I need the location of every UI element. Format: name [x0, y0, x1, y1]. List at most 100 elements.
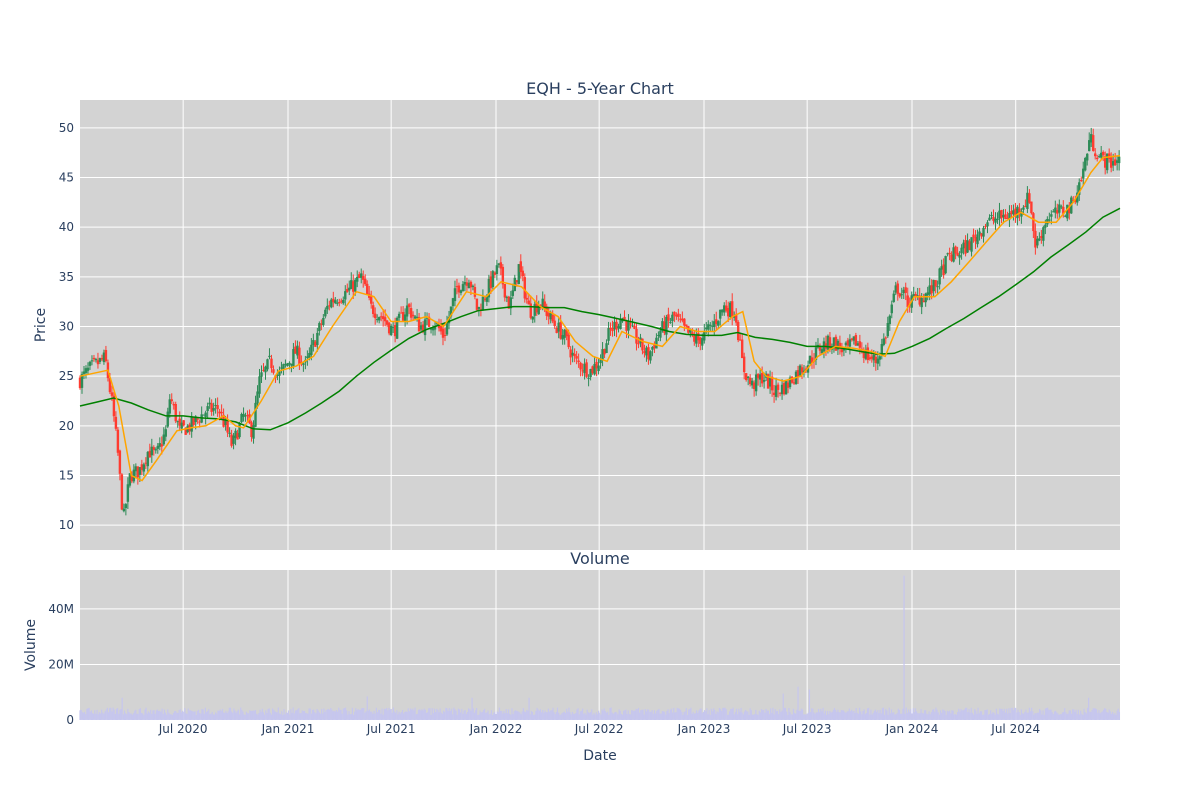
volume-bar [212, 714, 214, 720]
candle-up [491, 271, 495, 288]
volume-bar [458, 709, 461, 720]
volume-bar [151, 713, 153, 720]
candle-down [493, 272, 497, 275]
volume-bar [574, 713, 576, 720]
volume-bar [1078, 714, 1081, 720]
volume-bar [278, 713, 281, 720]
candle-down [828, 337, 832, 349]
volume-bar [864, 714, 866, 720]
volume-bar [711, 711, 714, 720]
x-tick-label: Jul 2020 [158, 722, 208, 736]
volume-bar [284, 714, 286, 720]
volume-bar [442, 710, 445, 720]
candle-down [1074, 199, 1077, 203]
volume-bar [126, 714, 128, 720]
candle-up [296, 345, 299, 356]
volume-bar [966, 707, 968, 720]
candle-down [675, 314, 678, 317]
candle-down [834, 336, 838, 351]
volume-bar [331, 709, 333, 720]
candle-down [948, 252, 951, 255]
candle-up [848, 339, 852, 347]
volume-bar [427, 712, 429, 720]
volume-bar [799, 711, 801, 720]
volume-bar [835, 709, 837, 720]
candle-down [810, 357, 814, 363]
volume-bar [992, 711, 994, 720]
volume-bar [964, 707, 967, 720]
volume-bar [123, 710, 126, 720]
volume-bar [405, 711, 407, 720]
volume-y-tick-label: 0 [66, 713, 74, 727]
volume-bar [432, 713, 434, 720]
volume-bar [1097, 712, 1099, 720]
candle-down [742, 356, 746, 373]
volume-bar [370, 711, 372, 720]
candle-down [92, 357, 96, 360]
volume-bar [283, 709, 285, 720]
volume-bar [910, 709, 912, 720]
volume-bar [299, 713, 301, 720]
volume-y-tick-label: 20M [48, 657, 74, 671]
candle-down [1092, 135, 1095, 151]
volume-bar [723, 707, 725, 720]
volume-bar [674, 712, 676, 720]
volume-bar [351, 707, 353, 720]
volume-bar [469, 709, 471, 720]
volume-bar [792, 708, 795, 720]
volume-bar [300, 713, 302, 720]
price-chart-title: EQH - 5-Year Chart [526, 79, 674, 98]
volume-bar [233, 708, 235, 720]
volume-bar [881, 708, 883, 720]
volume-bar [456, 714, 458, 720]
volume-bar [249, 710, 251, 720]
candle-down [519, 261, 522, 273]
candle-up [459, 290, 463, 293]
candle-up [505, 296, 509, 299]
candle-up [1058, 204, 1061, 213]
volume-bar [229, 707, 232, 720]
volume-bar [860, 711, 862, 720]
candle-up [1038, 238, 1041, 241]
volume-bar [830, 712, 832, 720]
volume-bar [629, 714, 632, 720]
volume-bar [636, 709, 638, 720]
volume-bar [1117, 708, 1119, 720]
volume-bar [822, 707, 824, 720]
volume-bar [336, 711, 339, 720]
volume-bar [187, 708, 189, 720]
x-tick-label: Jul 2024 [990, 722, 1040, 736]
candle-up [713, 321, 716, 328]
volume-bar [797, 686, 799, 720]
volume-bar [1050, 709, 1052, 720]
volume-bar [956, 712, 959, 720]
volume-bar [996, 713, 999, 720]
volume-bar [1110, 713, 1113, 720]
volume-bar [608, 714, 610, 720]
volume-bar [91, 713, 94, 720]
volume-bar [665, 714, 667, 720]
candle-down [529, 303, 532, 318]
volume-bar [389, 709, 391, 720]
volume-bar [96, 709, 98, 720]
volume-bar [416, 713, 418, 720]
volume-bar [220, 710, 222, 720]
volume-bar [897, 708, 899, 720]
volume-bar [317, 710, 319, 720]
volume-bar [592, 714, 594, 720]
volume-bar [1061, 712, 1064, 720]
volume-bar [813, 712, 815, 720]
volume-bar [969, 712, 971, 720]
volume-bar [610, 707, 612, 720]
volume-chart-title: Volume [570, 549, 630, 568]
volume-bar [1003, 708, 1005, 720]
candle-down [629, 323, 632, 325]
volume-bar [134, 710, 136, 720]
candle-down [964, 240, 967, 254]
candle-up [1016, 206, 1019, 219]
volume-bar [548, 711, 551, 720]
volume-bar [391, 712, 393, 720]
volume-bar [502, 713, 504, 720]
candle-down [118, 450, 122, 474]
candle-down [756, 373, 760, 379]
